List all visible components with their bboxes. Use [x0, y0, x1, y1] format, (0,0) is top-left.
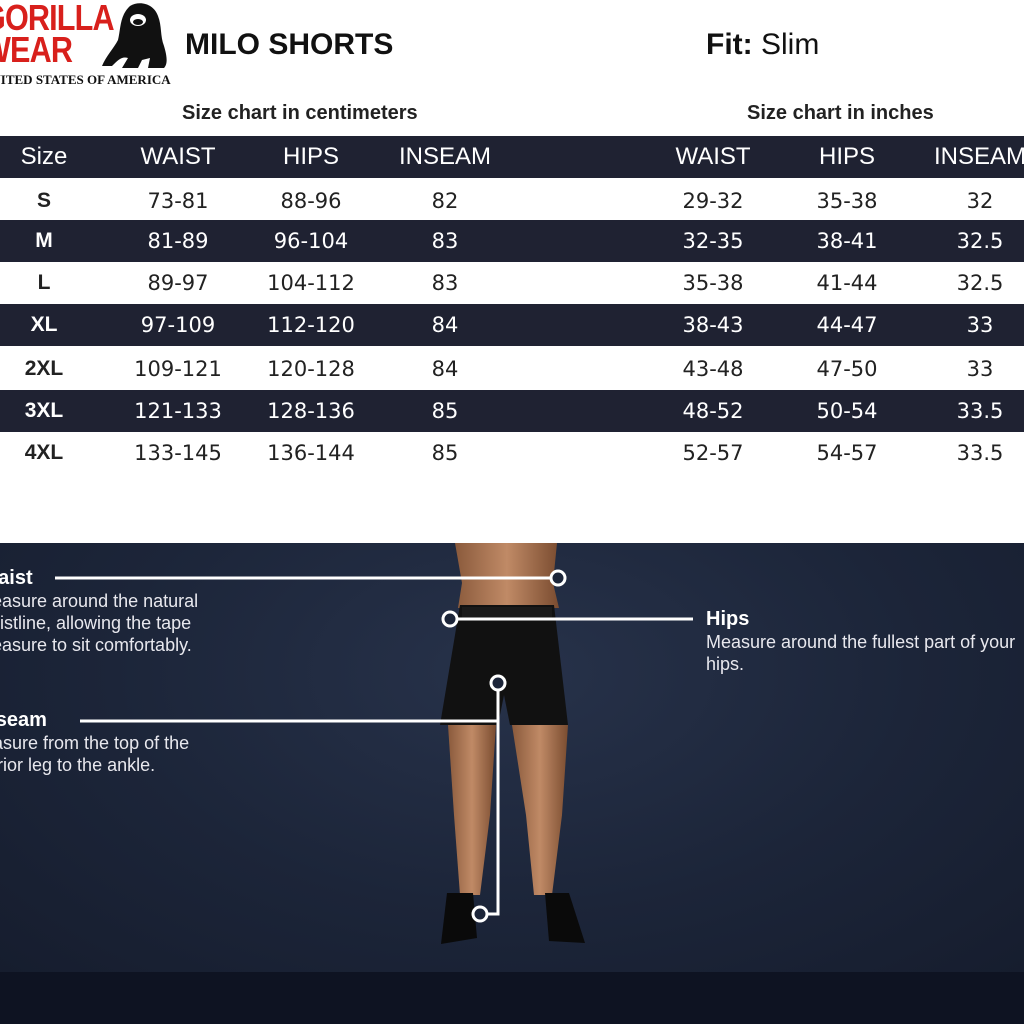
inseam-title: Inseam: [0, 709, 47, 731]
size-cell: Size: [20, 143, 68, 170]
inch-caption: Size chart in inches: [747, 102, 934, 124]
inch-cell: 32-35: [682, 229, 744, 253]
inch-cell: 50-54: [816, 399, 878, 423]
cm-cell: HIPS: [282, 143, 339, 170]
waist-title: Waist: [0, 567, 33, 589]
cm-cell: 109-121: [134, 357, 222, 381]
size-cell: M: [35, 229, 53, 252]
cm-cell: 89-97: [147, 271, 209, 295]
inch-cell: 33: [966, 357, 994, 381]
cm-cell: 112-120: [267, 313, 355, 337]
logo-tagline: UNITED STATES OF AMERICA: [0, 72, 171, 87]
inch-cell: HIPS: [818, 143, 875, 170]
inch-cell: 35-38: [682, 271, 744, 295]
table-row: L 89-97 104-112 83 35-38 41-44 32.5: [0, 262, 1024, 304]
waist-label: Waist Measure around the natural waistli…: [0, 567, 247, 656]
cm-cell: 128-136: [267, 399, 355, 423]
size-cell: L: [37, 271, 51, 294]
model-figure: [440, 543, 585, 944]
table-row: 4XL 133-145 136-144 85 52-57 54-57 33.5: [0, 432, 1024, 474]
hips-label: Hips Measure around the fullest part of …: [706, 608, 1024, 675]
inch-cell: 54-57: [816, 441, 878, 465]
fit-value: Slim: [760, 28, 820, 61]
inch-cell: 29-32: [682, 189, 744, 213]
cm-cell: 97-109: [140, 313, 216, 337]
table-row: 3XL 121-133 128-136 85 48-52 50-54 33.5: [0, 390, 1024, 432]
fit-info: Fit: Slim: [706, 28, 819, 62]
table-header: Size WAIST HIPS INSEAM WAIST HIPS INSEAM: [0, 136, 1024, 178]
cm-cell: 121-133: [134, 399, 222, 423]
inch-cell: 38-43: [682, 313, 744, 337]
cm-cell: WAIST: [140, 143, 216, 170]
cm-cell: 73-81: [147, 189, 209, 213]
inch-cell: 48-52: [682, 399, 744, 423]
cm-cell: 96-104: [273, 229, 349, 253]
table-row: S 73-81 88-96 82 29-32 35-38 32: [0, 180, 1024, 222]
inch-cell: 33.5: [956, 441, 1004, 465]
inch-cell: 41-44: [816, 271, 878, 295]
table-row: XL 97-109 112-120 84 38-43 44-47 33: [0, 304, 1024, 346]
inch-cell: 32.5: [956, 271, 1004, 295]
inch-cell: 32.5: [956, 229, 1004, 253]
gorilla-icon: [102, 3, 167, 68]
cm-cell: INSEAM: [398, 143, 491, 170]
inch-cell: 33: [966, 313, 994, 337]
fit-label: Fit:: [706, 28, 753, 61]
inch-cell: 38-41: [816, 229, 878, 253]
cm-cell: 84: [431, 357, 459, 381]
inseam-label: Inseam Measure from the top of the inter…: [0, 709, 238, 776]
cm-cell: 88-96: [280, 189, 342, 213]
footer-band: [0, 972, 1024, 1024]
product-title: MILO SHORTS: [185, 28, 394, 61]
cm-cell: 83: [431, 229, 459, 253]
inch-cell: 32: [966, 189, 994, 213]
waist-description: Measure around the natural waistline, al…: [0, 591, 199, 655]
size-cell: XL: [30, 313, 58, 336]
inch-cell: 43-48: [682, 357, 744, 381]
size-cell: 4XL: [24, 441, 64, 464]
cm-cell: 136-144: [267, 441, 355, 465]
logo-line2: WEAR: [0, 29, 73, 70]
inch-cell: WAIST: [675, 143, 751, 170]
hips-title: Hips: [706, 608, 750, 630]
cm-cell: 84: [431, 313, 459, 337]
logo-line1: GORILLA: [0, 0, 115, 38]
inch-cell: 33.5: [956, 399, 1004, 423]
inch-cell: 44-47: [816, 313, 878, 337]
cm-caption: Size chart in centimeters: [182, 102, 418, 124]
cm-cell: 120-128: [267, 357, 355, 381]
size-cell: 3XL: [24, 399, 64, 422]
cm-cell: 85: [431, 441, 459, 465]
cm-cell: 85: [431, 399, 459, 423]
cm-cell: 104-112: [267, 271, 355, 295]
cm-cell: 133-145: [134, 441, 222, 465]
cm-cell: 83: [431, 271, 459, 295]
hips-description: Measure around the fullest part of your …: [706, 632, 1016, 674]
measure-lines: [55, 569, 693, 923]
measurement-guide: Waist Measure around the natural waistli…: [0, 543, 1024, 973]
cm-cell: 82: [431, 189, 459, 213]
table-row: M 81-89 96-104 83 32-35 38-41 32.5: [0, 220, 1024, 262]
table-row: 2XL 109-121 120-128 84 43-48 47-50 33: [0, 348, 1024, 390]
size-cell: 2XL: [24, 357, 64, 380]
inseam-description: Measure from the top of the interior leg…: [0, 733, 190, 775]
brand-logo: GORILLA WEAR UNITED STATES OF AMERICA: [0, 0, 172, 92]
inch-cell: 52-57: [682, 441, 744, 465]
inch-cell: INSEAM: [933, 143, 1024, 170]
inch-cell: 47-50: [816, 357, 878, 381]
cm-cell: 81-89: [147, 229, 209, 253]
size-cell: S: [36, 189, 51, 212]
inch-cell: 35-38: [816, 189, 878, 213]
